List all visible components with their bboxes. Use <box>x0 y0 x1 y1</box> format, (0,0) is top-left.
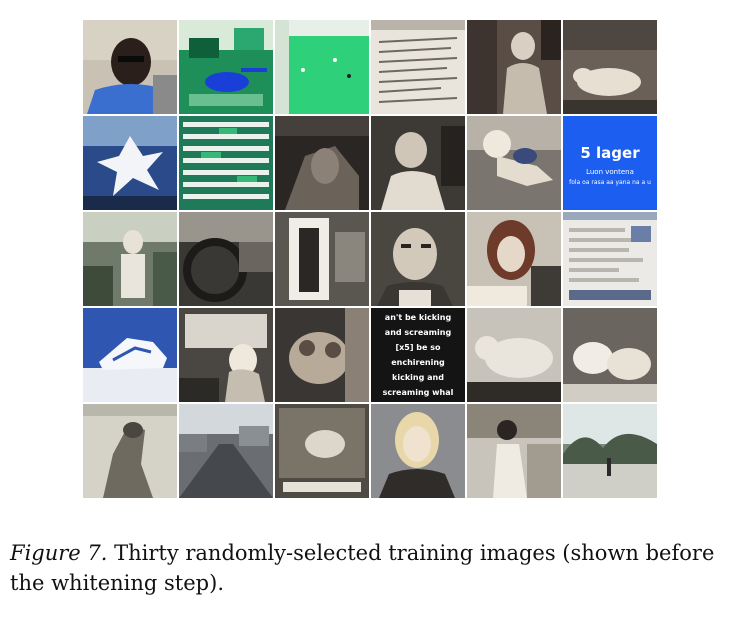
figure-caption-text: Thirty randomly-selected training images… <box>10 541 715 595</box>
figure-image-grid: 5 lager Luon vontena fola oa rasa aa yan… <box>83 20 658 502</box>
thumb-car-interior <box>179 308 273 402</box>
thumb-animal <box>563 20 657 114</box>
caption-line-4: enchirening <box>391 358 445 367</box>
thumb-green-field <box>275 20 369 114</box>
thumb-shoe <box>83 308 177 402</box>
thumb-woman <box>467 212 561 306</box>
thumb-cat <box>467 308 561 402</box>
thumb-doorway <box>275 212 369 306</box>
title-card-line2: fola oa rasa aa yana na a u <box>569 179 651 186</box>
thumb-man-face <box>371 212 465 306</box>
figure-label: Figure 7. <box>10 541 108 565</box>
thumb-woman-walking <box>467 404 561 498</box>
thumb-road-trees <box>563 404 657 498</box>
caption-line-5: kicking and <box>392 373 444 382</box>
thumb-person-sitting <box>467 20 561 114</box>
thumb-steering-wheel <box>179 212 273 306</box>
title-card-heading: 5 lager <box>580 144 640 162</box>
thumb-horse <box>83 404 177 498</box>
thumb-explosion <box>83 116 177 210</box>
caption-line-3: [x5] be so <box>395 343 441 352</box>
thumbnail-grid: 5 lager Luon vontena fola oa rasa aa yan… <box>83 20 658 498</box>
thumb-news-anchor <box>371 404 465 498</box>
title-card-line1: Luon vontena <box>586 168 634 176</box>
thumb-spreadsheet <box>179 116 273 210</box>
thumb-text-caption: an't be kicking and screaming [x5] be so… <box>371 308 465 402</box>
thumb-dog-scene <box>275 404 369 498</box>
thumb-helicopter <box>179 20 273 114</box>
caption-line-2: and screaming <box>384 328 452 337</box>
thumb-dog <box>275 308 369 402</box>
thumb-blue-title-card: 5 lager Luon vontena fola oa rasa aa yan… <box>563 116 657 210</box>
thumb-web-page <box>563 212 657 306</box>
thumb-kittens <box>563 308 657 402</box>
thumb-man-outdoors <box>83 212 177 306</box>
thumb-man-portrait <box>83 20 177 114</box>
thumb-street <box>179 404 273 498</box>
figure-caption: Figure 7. Thirty randomly-selected train… <box>10 538 735 598</box>
thumb-person-arm <box>467 116 561 210</box>
caption-line-1: an't be kicking <box>384 313 452 322</box>
thumb-people <box>371 116 465 210</box>
thumb-dark-scene <box>275 116 369 210</box>
thumb-document <box>371 20 465 114</box>
caption-line-6: screaming whal <box>382 388 454 397</box>
